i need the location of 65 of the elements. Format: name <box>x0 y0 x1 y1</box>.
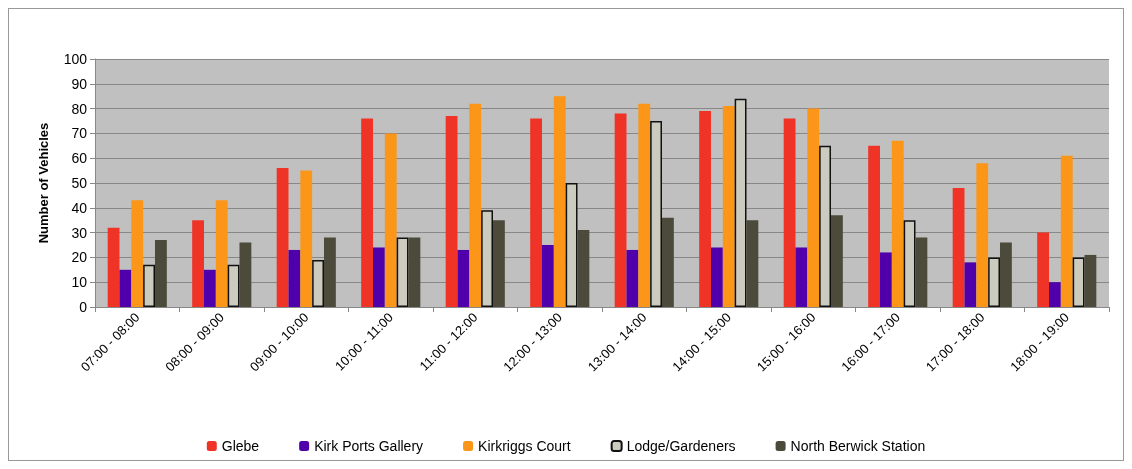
bar <box>964 262 977 307</box>
bar <box>530 118 543 307</box>
bar <box>662 217 674 307</box>
bar <box>276 168 289 307</box>
bar <box>107 227 120 307</box>
y-tick-label: 0 <box>79 299 88 315</box>
bar <box>952 187 965 307</box>
bar <box>408 237 421 307</box>
bar <box>324 237 336 307</box>
bar <box>384 133 397 307</box>
legend-label: North Berwick Station <box>790 438 926 454</box>
bar <box>119 269 132 307</box>
bar <box>204 269 216 307</box>
bar <box>638 103 651 307</box>
bar <box>722 106 735 307</box>
y-tick-label: 20 <box>71 249 88 266</box>
bar <box>192 220 205 307</box>
legend-label: Kirk Ports Gallery <box>314 438 424 454</box>
bar <box>577 230 590 307</box>
bar <box>288 249 301 307</box>
y-tick-label: 50 <box>71 175 88 191</box>
y-tick-label: 30 <box>71 224 88 241</box>
bar <box>831 215 843 307</box>
y-tick-label: 40 <box>71 199 88 216</box>
bar <box>614 113 627 307</box>
y-tick-label: 90 <box>71 75 88 92</box>
bar <box>880 252 892 307</box>
bar <box>1037 232 1049 307</box>
y-axis-title: Number of Vehicles <box>36 122 51 244</box>
bar <box>891 140 904 307</box>
y-tick-label: 60 <box>71 150 88 167</box>
bar <box>976 163 989 307</box>
bar <box>868 145 881 307</box>
bar <box>445 116 458 307</box>
bar <box>746 220 759 307</box>
y-tick-label: 70 <box>71 125 88 142</box>
bar <box>300 170 313 307</box>
bar <box>469 103 482 307</box>
legend-label: Glebe <box>221 438 260 454</box>
bar <box>131 200 144 307</box>
bar <box>373 247 385 307</box>
bar <box>215 200 228 307</box>
bar <box>626 249 639 307</box>
bar <box>361 118 374 307</box>
bar <box>711 247 723 307</box>
bar <box>699 111 712 307</box>
bar <box>239 242 252 307</box>
bar <box>493 220 505 307</box>
bar <box>795 247 808 307</box>
bar <box>1000 242 1012 307</box>
bar <box>783 118 796 307</box>
legend-label: Lodge/Gardeners <box>626 438 736 454</box>
y-tick-label: 80 <box>71 100 88 117</box>
bar <box>155 240 167 307</box>
bar <box>807 108 820 307</box>
bar <box>542 245 554 307</box>
bar <box>1060 155 1073 307</box>
bar <box>553 96 566 307</box>
bar <box>1084 254 1097 307</box>
y-tick-label: 10 <box>71 274 88 291</box>
y-tick-label: 100 <box>63 51 88 67</box>
bar <box>1049 282 1061 307</box>
legend-label: Kirkriggs Court <box>478 438 571 454</box>
bar <box>457 249 470 307</box>
bar <box>915 237 928 307</box>
